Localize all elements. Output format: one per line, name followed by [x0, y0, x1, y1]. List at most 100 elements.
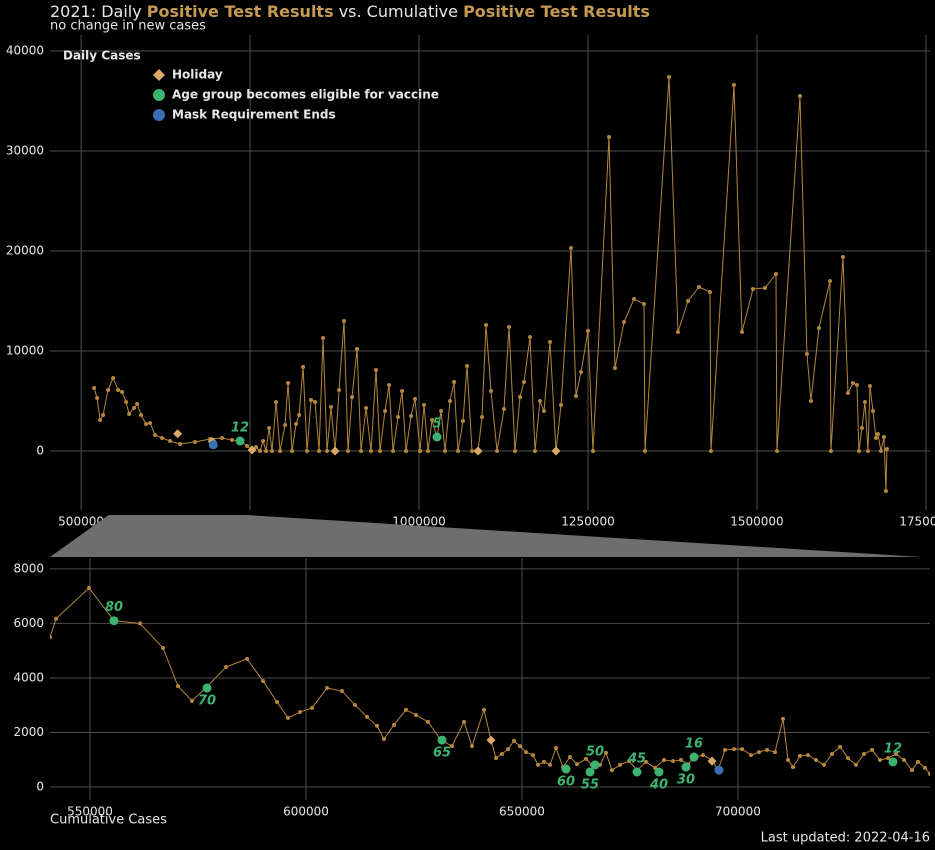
point [881, 435, 886, 439]
point [267, 426, 272, 430]
event-marker [432, 432, 442, 442]
point [189, 698, 194, 703]
point [806, 753, 811, 758]
point [797, 94, 802, 98]
point [342, 319, 347, 323]
point [884, 447, 889, 451]
point [814, 758, 819, 763]
point [494, 756, 499, 761]
point [873, 436, 878, 440]
point [290, 449, 295, 453]
point [750, 287, 755, 291]
point [274, 699, 279, 704]
point [426, 449, 431, 453]
point [403, 707, 408, 712]
point [245, 656, 250, 661]
holiday-marker [486, 735, 496, 745]
event-marker [632, 767, 642, 777]
point [774, 449, 779, 453]
point [127, 412, 132, 416]
point [365, 714, 370, 719]
point [387, 383, 392, 387]
point [87, 585, 92, 590]
point [160, 436, 165, 440]
point [426, 719, 431, 724]
point [313, 400, 318, 404]
point [264, 449, 269, 453]
point [489, 389, 494, 393]
point [470, 449, 475, 453]
point [603, 750, 608, 755]
point [413, 397, 418, 401]
point [701, 753, 706, 758]
point [781, 716, 786, 721]
point [305, 449, 310, 453]
point [846, 756, 851, 761]
point [92, 386, 97, 390]
point [369, 449, 374, 453]
point [456, 449, 461, 453]
age-label: 80 [105, 600, 123, 615]
point [396, 415, 401, 419]
point [867, 384, 872, 388]
age-label: 70 [198, 694, 216, 709]
point [559, 403, 564, 407]
point [583, 756, 588, 761]
chart-subtitle: no change in new cases [50, 19, 206, 34]
point [329, 405, 334, 409]
point [101, 413, 106, 417]
point [548, 762, 552, 767]
holiday-marker [247, 445, 257, 455]
point [106, 388, 111, 392]
point [286, 716, 291, 721]
point [321, 336, 326, 340]
point [870, 747, 875, 752]
point [862, 400, 867, 404]
point [161, 645, 166, 650]
point [606, 135, 611, 139]
point [254, 445, 259, 449]
point [439, 409, 444, 413]
point [430, 418, 435, 422]
point [538, 399, 543, 403]
chart-title: 2021: Daily Positive Test Results vs. Cu… [50, 2, 650, 21]
age-label: 12 [231, 421, 249, 436]
point [641, 302, 646, 306]
point [901, 758, 906, 763]
point [627, 759, 632, 764]
holiday-marker [551, 446, 561, 456]
point [591, 449, 596, 453]
point [830, 752, 835, 757]
point [523, 750, 528, 755]
point [359, 449, 364, 453]
point [840, 255, 845, 259]
plot-area [50, 585, 930, 777]
holiday-marker [707, 756, 717, 766]
point [808, 399, 813, 403]
y-tick-label: 30000 [6, 144, 44, 158]
point [374, 368, 379, 372]
x-tick-label: 650000 [499, 805, 545, 819]
point [270, 449, 275, 453]
point [838, 744, 843, 749]
series-line [93, 76, 888, 492]
x-tick-label: 1750000 [899, 515, 935, 529]
point [500, 752, 505, 757]
point [666, 75, 671, 79]
point [909, 768, 914, 773]
point [554, 746, 559, 751]
point [886, 756, 891, 761]
event-marker [585, 767, 595, 777]
point [448, 399, 453, 403]
point [418, 449, 423, 453]
point [530, 753, 535, 758]
point [541, 759, 546, 764]
legend-swatch [153, 89, 165, 101]
x-axis-label: Cumulative Cases [50, 813, 167, 828]
holiday-marker [473, 446, 483, 456]
event-marker [202, 683, 212, 693]
point [297, 413, 302, 417]
point [400, 389, 405, 393]
title-part: 2021: Daily [50, 2, 147, 21]
